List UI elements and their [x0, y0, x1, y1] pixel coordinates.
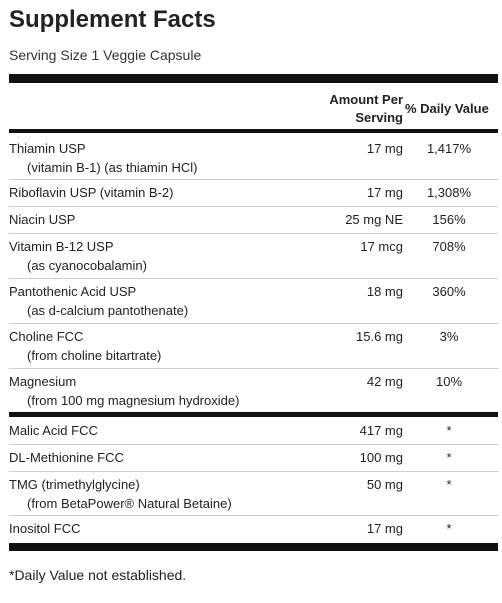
daily-value: 1,308% [426, 185, 472, 200]
daily-value: 10% [435, 374, 463, 389]
nutrient-name: Pantothenic Acid USP [9, 284, 137, 299]
serving-size: Serving Size 1 Veggie Capsule [9, 47, 202, 63]
daily-value: 156% [432, 212, 466, 227]
daily-value: * [446, 423, 452, 438]
nutrient-name: TMG (trimethylglycine) [9, 477, 140, 492]
bottom-rule [9, 543, 498, 551]
row-divider [9, 368, 498, 369]
row-divider [9, 278, 498, 279]
amount-value: 50 mg [366, 477, 403, 492]
nutrient-name: Thiamin USP [9, 141, 86, 156]
section-rule [9, 412, 498, 417]
header-daily-value: % Daily Value [405, 101, 489, 116]
amount-value: 100 mg [359, 450, 403, 465]
row-divider [9, 233, 498, 234]
nutrient-name: Malic Acid FCC [9, 423, 98, 438]
amount-value: 15.6 mg [356, 329, 403, 344]
daily-value: * [446, 450, 452, 465]
header-amount-line1: Amount Per [329, 92, 403, 107]
top-rule [9, 74, 498, 83]
amount-value: 17 mcg [360, 239, 403, 254]
daily-value: 3% [439, 329, 459, 344]
nutrient-name: Vitamin B-12 USP [9, 239, 114, 254]
nutrient-source: (vitamin B-1) (as thiamin HCl) [27, 160, 198, 175]
header-amount: Amount Per Serving [329, 91, 403, 127]
row-divider [9, 206, 498, 207]
daily-value: 360% [432, 284, 466, 299]
nutrient-name: Choline FCC [9, 329, 84, 344]
daily-value: * [446, 477, 452, 492]
nutrient-name: Riboflavin USP (vitamin B-2) [9, 185, 174, 200]
row-divider [9, 323, 498, 324]
nutrient-source: (from BetaPower® Natural Betaine) [27, 496, 232, 511]
amount-value: 42 mg [366, 374, 403, 389]
nutrient-name: Niacin USP [9, 212, 76, 227]
nutrient-source: (from 100 mg magnesium hydroxide) [27, 393, 240, 408]
daily-value: 1,417% [426, 141, 472, 156]
footnote: *Daily Value not established. [9, 567, 187, 583]
nutrient-source: (from choline bitartrate) [27, 348, 162, 363]
nutrient-name: Magnesium [9, 374, 77, 389]
amount-value: 18 mg [366, 284, 403, 299]
amount-value: 417 mg [359, 423, 403, 438]
amount-value: 17 mg [366, 185, 403, 200]
row-divider [9, 179, 498, 180]
amount-value: 17 mg [366, 141, 403, 156]
nutrient-name: DL-Methionine FCC [9, 450, 124, 465]
header-rule [9, 129, 498, 133]
nutrient-name: Inositol FCC [9, 521, 81, 536]
daily-value: 708% [432, 239, 466, 254]
row-divider [9, 515, 498, 516]
nutrient-source: (as cyanocobalamin) [27, 258, 147, 273]
row-divider [9, 444, 498, 445]
header-amount-line2: Serving [355, 110, 403, 125]
amount-value: 25 mg NE [345, 212, 403, 227]
page-title: Supplement Facts [9, 6, 216, 33]
row-divider [9, 471, 498, 472]
amount-value: 17 mg [366, 521, 403, 536]
daily-value: * [446, 521, 452, 536]
nutrient-source: (as d-calcium pantothenate) [27, 303, 189, 318]
